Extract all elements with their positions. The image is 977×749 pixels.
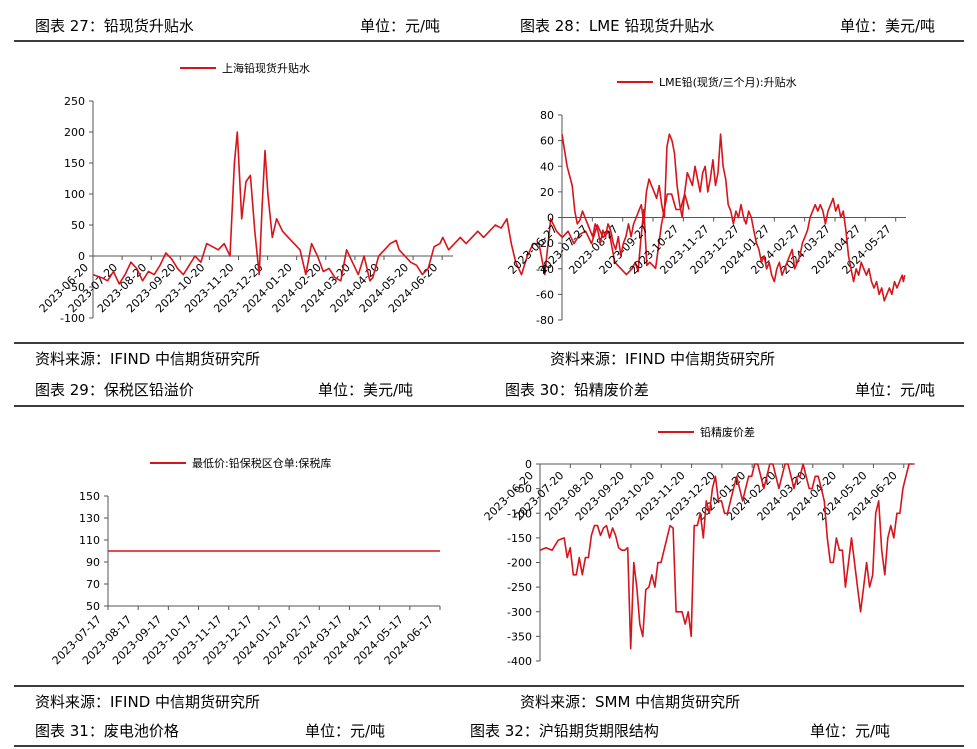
fig29-legend-label: 最低价:铅保税区仓单:保税库	[192, 456, 331, 470]
fig30-y-tick-label: -50	[514, 483, 532, 496]
fig28-y-tick-label: -80	[536, 314, 554, 327]
fig28-series-line	[561, 133, 906, 302]
fig29-y-tick-label: 150	[79, 490, 100, 503]
source-rule-1	[14, 342, 964, 344]
fig27-unit: 单位：元/吨	[360, 17, 441, 35]
source-row2-left: 资料来源：IFIND 中信期货研究所	[35, 693, 261, 711]
fig30-y-tick-label: -200	[507, 557, 532, 570]
fig27-y-tick-label: -100	[60, 312, 85, 325]
fig27-y-tick-label: 0	[78, 250, 85, 263]
fig28-y-tick-label: 80	[540, 109, 554, 122]
fig29-y-tick-label: 50	[86, 600, 100, 613]
header-rule-1	[14, 40, 964, 42]
fig31-title: 图表 31：废电池价格	[35, 722, 179, 740]
fig30-y-tick-label: -300	[507, 606, 532, 619]
fig30-title: 图表 30：铅精废价差	[505, 381, 649, 399]
fig28-y-tick-label: 0	[547, 212, 554, 225]
fig30-y-tick-label: 0	[525, 458, 532, 471]
fig28-y-tick-label: 20	[540, 186, 554, 199]
fig27-y-tick-label: 50	[71, 219, 85, 232]
source-rule-2	[14, 685, 964, 687]
fig28-title: 图表 28：LME 铅现货升贴水	[520, 17, 715, 35]
fig27-title: 图表 27：铅现货升贴水	[35, 17, 194, 35]
fig29-y-tick-label: 70	[86, 578, 100, 591]
fig28-unit: 单位：美元/吨	[840, 17, 936, 35]
fig30-y-tick-label: -100	[507, 507, 532, 520]
fig32-title: 图表 32：沪铅期货期限结构	[470, 722, 659, 740]
fig30-y-tick-label: -250	[507, 581, 532, 594]
source-row1-left: 资料来源：IFIND 中信期货研究所	[35, 350, 261, 368]
fig30-y-tick-label: -150	[507, 532, 532, 545]
fig28-legend-label: LME铅(现货/三个月):升贴水	[659, 75, 797, 89]
fig28-y-tick-label: 40	[540, 160, 554, 173]
fig28-y-tick-label: -40	[536, 263, 554, 276]
header-rule-2	[14, 405, 964, 407]
fig28-y-tick-label: -60	[536, 288, 554, 301]
fig27-y-tick-label: 150	[64, 157, 85, 170]
fig27-y-tick-label: 250	[64, 95, 85, 108]
fig27-legend-label: 上海铅现货升贴水	[222, 61, 310, 75]
fig29-title: 图表 29：保税区铅溢价	[35, 381, 194, 399]
fig30-legend-label: 铅精废价差	[700, 425, 755, 439]
fig28-y-tick-label: -20	[536, 237, 554, 250]
fig27-y-tick-label: 200	[64, 126, 85, 139]
fig29-unit: 单位：美元/吨	[318, 381, 414, 399]
source-row2-right: 资料来源：SMM 中信期货研究所	[520, 693, 741, 711]
fig30-y-tick-label: -400	[507, 655, 532, 668]
fig29-y-tick-label: 130	[79, 512, 100, 525]
fig30-unit: 单位：元/吨	[855, 381, 936, 399]
fig30-series-line	[539, 463, 914, 650]
fig27-y-tick-label: 100	[64, 188, 85, 201]
fig30-y-tick-label: -350	[507, 630, 532, 643]
fig31-unit: 单位：元/吨	[305, 722, 386, 740]
fig28-y-tick-label: 60	[540, 135, 554, 148]
header-rule-3	[14, 745, 964, 747]
fig27-y-tick-label: -50	[67, 281, 85, 294]
fig32-unit: 单位：元/吨	[810, 722, 891, 740]
fig29-y-tick-label: 90	[86, 556, 100, 569]
fig29-y-tick-label: 110	[79, 534, 100, 547]
source-row1-right: 资料来源：IFIND 中信期货研究所	[550, 350, 776, 368]
